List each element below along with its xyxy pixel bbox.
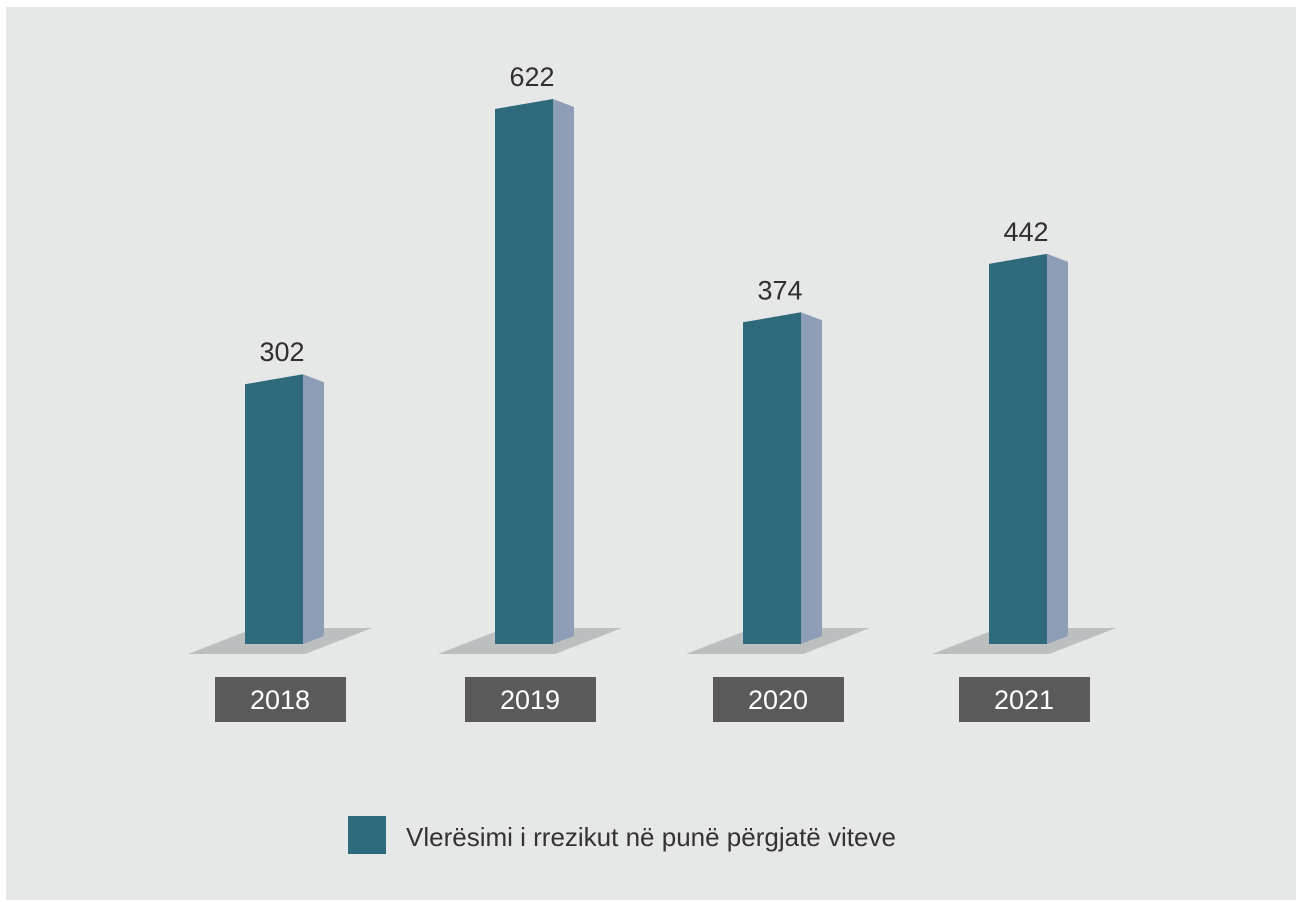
- bar: [245, 374, 303, 644]
- bar-side: [1047, 253, 1068, 644]
- category-box: [713, 677, 844, 722]
- data-label: 622: [509, 62, 554, 92]
- bar: [743, 312, 801, 644]
- chart-panel: [6, 7, 1296, 900]
- bar-side: [801, 312, 822, 644]
- value-labels: 302 622 374 442: [259, 62, 1048, 367]
- bars: [245, 99, 1068, 644]
- data-label: 302: [259, 337, 304, 367]
- category-box: [215, 677, 346, 722]
- bar-side: [553, 99, 574, 644]
- legend-label: Vlerësimi i rrezikut në punë përgjatë vi…: [406, 822, 896, 852]
- data-label: 442: [1003, 217, 1048, 247]
- category-label: 2018: [250, 685, 310, 715]
- data-label: 374: [757, 275, 802, 305]
- category-label: 2020: [748, 685, 808, 715]
- bar: [989, 253, 1047, 644]
- category-box: [465, 677, 596, 722]
- legend-swatch: [348, 816, 386, 854]
- bar-side: [303, 374, 324, 644]
- category-label: 2021: [994, 685, 1054, 715]
- category-box: [959, 677, 1090, 722]
- bar-floors: [188, 628, 1116, 654]
- bar: [495, 99, 553, 644]
- legend: Vlerësimi i rrezikut në punë përgjatë vi…: [348, 816, 896, 854]
- year-labels: 2018 2019 2020 2021: [215, 677, 1090, 722]
- category-label: 2019: [500, 685, 560, 715]
